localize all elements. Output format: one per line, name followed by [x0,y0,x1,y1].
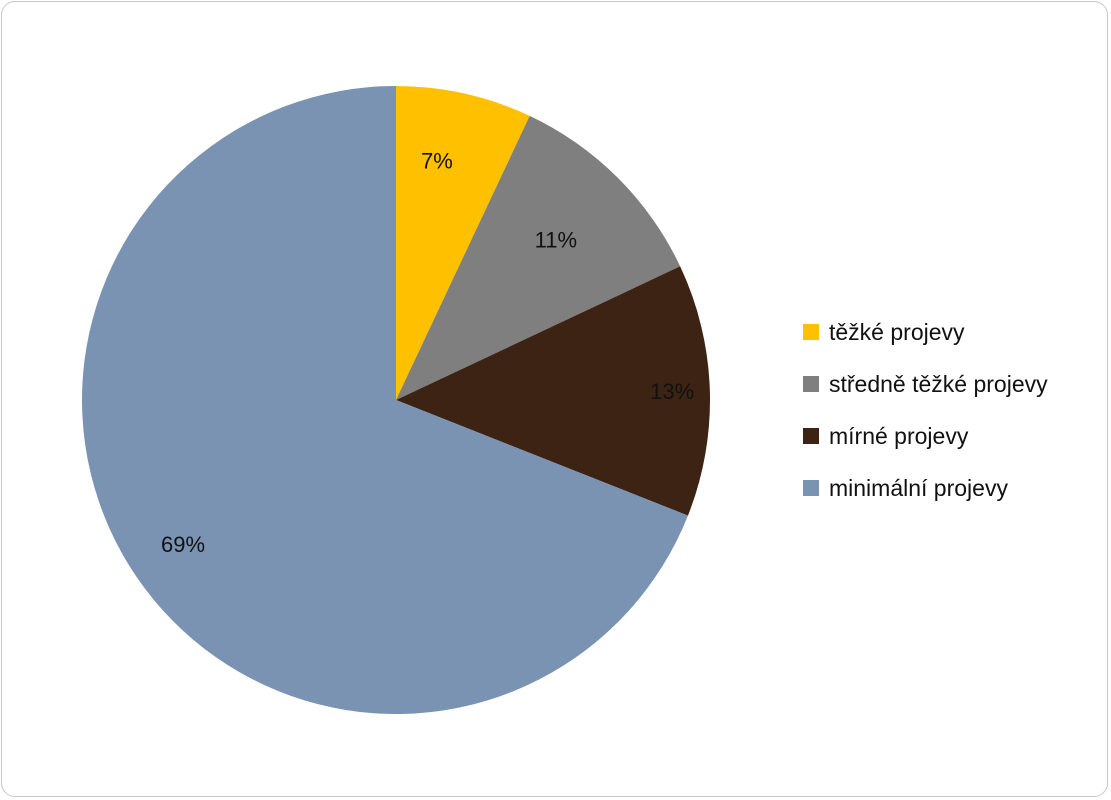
pie-slice-mirne [396,266,710,516]
legend-item-minimalni: minimální projevy [803,462,1048,514]
pie-slice-tezke [396,86,530,400]
legend-label-tezke: těžké projevy [829,318,965,345]
legend-swatch-tezke [803,324,819,340]
legend-swatch-minimalni [803,480,819,496]
data-label-stredne-tezke: 11% [535,228,577,253]
legend-label-mirne: mírné projevy [829,422,969,449]
pie-slice-stredne-tezke [396,115,681,400]
legend-label-stredne-tezke: středně těžké projevy [829,370,1048,397]
data-label-minimalni: 69% [161,532,205,557]
legend-item-tezke: těžké projevy [803,306,1048,358]
legend-swatch-mirne [803,428,819,444]
data-label-tezke: 7% [421,148,453,173]
data-label-mirne: 13% [650,379,694,404]
chart-legend: těžké projevy středně těžké projevy mírn… [803,306,1048,514]
legend-swatch-stredne-tezke [803,376,819,392]
legend-item-stredne-tezke: středně těžké projevy [803,358,1048,410]
pie-slice-minimalni [82,86,688,714]
legend-label-minimalni: minimální projevy [829,474,1008,501]
legend-item-mirne: mírné projevy [803,410,1048,462]
